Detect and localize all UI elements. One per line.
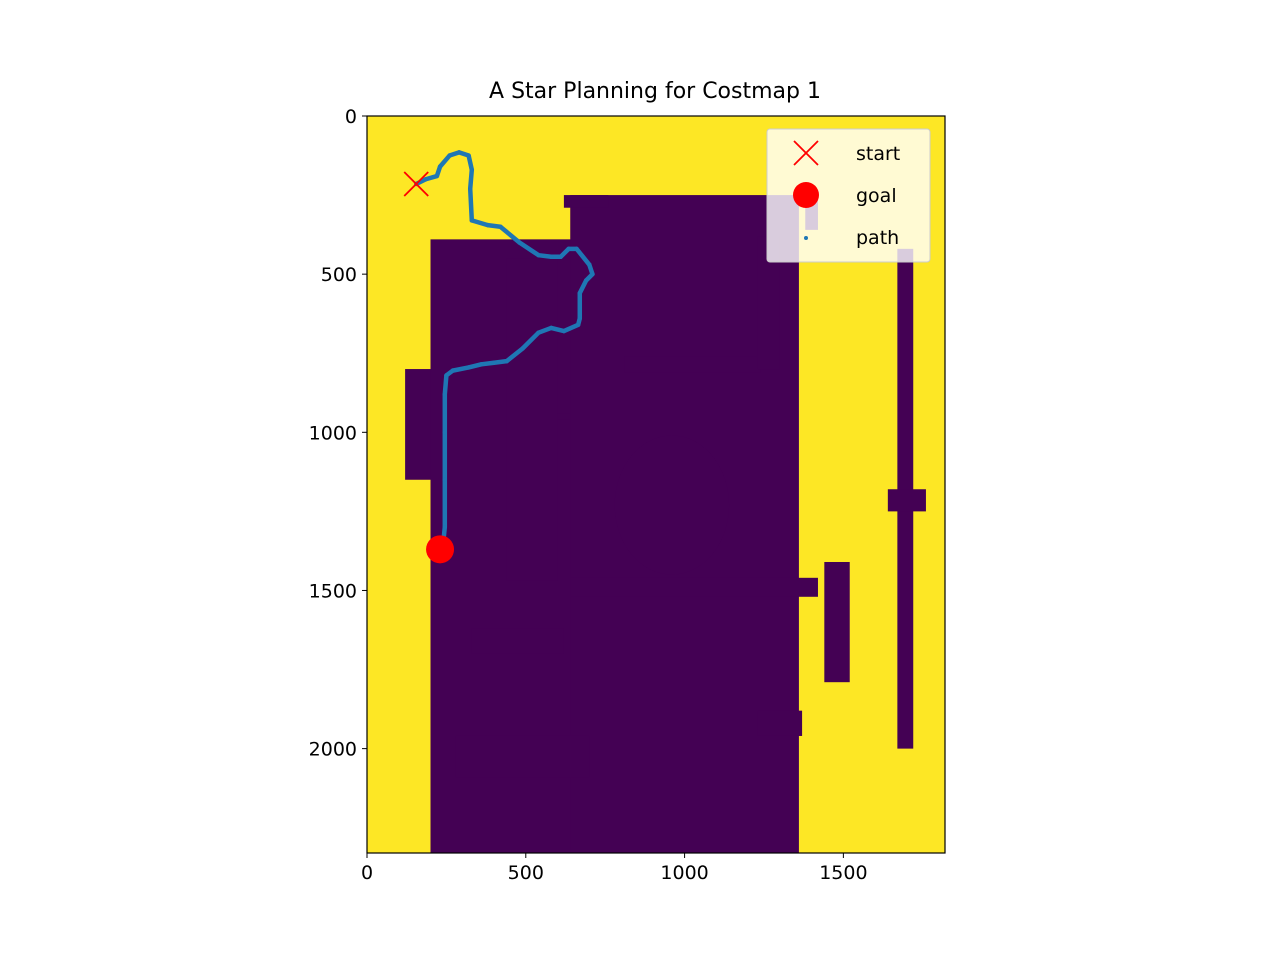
path-point xyxy=(558,254,563,259)
path-point xyxy=(469,167,475,172)
x-tick-label: 500 xyxy=(508,862,544,884)
obstacle-corridor xyxy=(455,735,590,778)
path-point xyxy=(566,246,571,252)
y-tick-label: 500 xyxy=(321,264,357,286)
path-point xyxy=(577,290,582,296)
path-point xyxy=(583,278,589,283)
y-tick-label: 2000 xyxy=(309,739,357,761)
path-point xyxy=(587,262,592,267)
legend-label: goal xyxy=(856,185,897,207)
path-point xyxy=(517,240,522,245)
x-axis: 0 500 1000 1500 xyxy=(361,853,868,884)
path-point xyxy=(423,177,428,182)
path-point xyxy=(442,477,448,482)
obstacle-corridor xyxy=(824,561,850,683)
path-point xyxy=(504,358,509,364)
legend: start goal path xyxy=(766,128,931,263)
start-marker-stroke xyxy=(403,171,429,197)
obstacle-corridor xyxy=(563,195,609,208)
path-point xyxy=(466,365,471,370)
x-tick-label: 1500 xyxy=(819,862,867,884)
path-point xyxy=(548,254,554,259)
path-point xyxy=(520,346,525,351)
obstacle-corridor xyxy=(506,258,558,581)
path-point xyxy=(437,164,443,169)
y-tick-label: 1000 xyxy=(309,422,357,444)
obstacle-corridor xyxy=(757,236,780,370)
legend-label: start xyxy=(856,143,900,165)
path-point xyxy=(590,271,595,277)
obstacle-corridor xyxy=(887,489,926,512)
path-point xyxy=(442,430,448,435)
path-point xyxy=(447,153,452,158)
obstacle-corridor xyxy=(757,710,803,736)
legend-goal-marker xyxy=(793,182,819,208)
path-point xyxy=(444,373,449,378)
plot-frame xyxy=(366,115,946,854)
legend-start-marker xyxy=(793,140,819,166)
obstacle-corridor xyxy=(570,577,818,597)
path-point xyxy=(485,222,490,228)
x-tick-label: 1000 xyxy=(660,862,708,884)
path-point xyxy=(561,328,567,334)
y-tick-label: 1500 xyxy=(309,580,357,602)
path-point xyxy=(442,392,448,397)
path-point xyxy=(479,362,484,367)
path-point xyxy=(498,224,503,229)
path-point xyxy=(466,153,471,158)
goal-marker xyxy=(426,535,455,564)
path-point xyxy=(574,246,579,252)
legend-label: path xyxy=(856,227,899,249)
path-point xyxy=(536,330,541,335)
path-point xyxy=(491,360,497,365)
costmap-obstacles xyxy=(405,191,926,853)
path-point xyxy=(468,186,473,191)
path-point xyxy=(548,325,554,331)
obstacle-corridor xyxy=(557,413,571,420)
legend-box xyxy=(766,128,931,263)
y-axis: 0 500 1000 1500 2000 xyxy=(309,106,367,761)
path-point xyxy=(456,150,462,155)
chart-title: A Star Planning for Costmap 1 xyxy=(489,79,821,104)
path-point xyxy=(577,316,582,321)
obstacle-corridor xyxy=(624,356,761,373)
obstacle-pond xyxy=(614,435,730,575)
path-point xyxy=(575,322,581,327)
path-point xyxy=(442,525,448,530)
obstacle-corridor xyxy=(471,628,564,654)
path-point xyxy=(536,252,541,258)
path-point xyxy=(450,368,455,373)
y-tick-label: 0 xyxy=(345,106,357,128)
path-point xyxy=(469,218,475,223)
start-marker xyxy=(403,171,429,197)
series-layer xyxy=(403,150,595,564)
x-tick-label: 0 xyxy=(361,862,373,884)
legend-path-marker xyxy=(804,236,808,240)
path-point xyxy=(434,173,440,179)
